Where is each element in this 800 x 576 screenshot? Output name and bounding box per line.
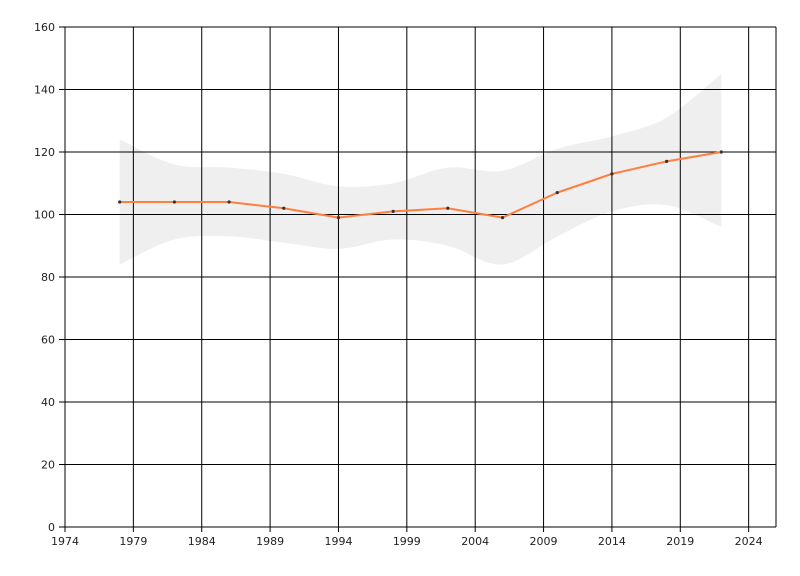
data-point-2002	[446, 206, 450, 210]
grid-layer	[65, 26, 777, 527]
data-point-1986	[227, 200, 231, 204]
x-tick-label-1994: 1994	[324, 535, 352, 548]
line-layer	[119, 151, 722, 219]
y-tick-label-140: 140	[34, 84, 55, 97]
y-tick-label-80: 80	[41, 271, 55, 284]
data-point-2014	[610, 172, 614, 176]
data-point-1990	[282, 206, 286, 210]
data-point-2018	[665, 159, 669, 163]
data-point-1982	[172, 200, 176, 204]
y-tick-label-100: 100	[34, 209, 55, 222]
y-tick-label-0: 0	[48, 521, 55, 534]
data-point-1994	[336, 216, 341, 220]
x-tick-label-2009: 2009	[530, 535, 558, 548]
data-point-2006	[500, 216, 505, 220]
data-point-1998	[391, 209, 395, 213]
y-tick-label-60: 60	[41, 334, 55, 347]
x-tick-label-1999: 1999	[393, 535, 421, 548]
y-tick-label-40: 40	[41, 396, 55, 409]
x-tick-label-1979: 1979	[119, 535, 147, 548]
x-tick-label-1984: 1984	[188, 535, 216, 548]
y-tick-label-20: 20	[41, 459, 55, 472]
data-point-2010	[555, 191, 559, 195]
x-tick-label-2014: 2014	[598, 535, 626, 548]
data-point-1978	[118, 200, 122, 204]
x-tick-label-2024: 2024	[735, 535, 763, 548]
axis-layer	[59, 26, 776, 532]
x-tick-label-2019: 2019	[666, 535, 694, 548]
y-tick-label-120: 120	[34, 146, 55, 159]
x-tick-label-1974: 1974	[51, 535, 79, 548]
x-tick-label-1989: 1989	[256, 535, 284, 548]
data-point-2022	[719, 150, 723, 154]
series-line-0	[119, 151, 722, 219]
point-layer	[118, 150, 723, 220]
label-layer: 1974 1979 1984 1989 1994 1999 2004 2009 2014 2019…	[34, 21, 763, 548]
x-tick-label-2004: 2004	[461, 535, 489, 548]
y-tick-label-160: 160	[34, 21, 55, 34]
